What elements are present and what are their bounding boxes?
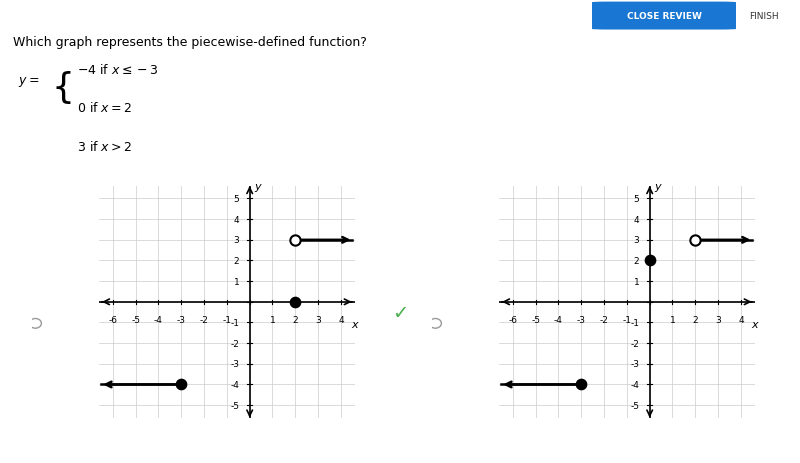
- Text: y: y: [254, 181, 262, 192]
- Point: [289, 237, 302, 244]
- Text: $-4\ \mathrm{if}\ x\leq-3$: $-4\ \mathrm{if}\ x\leq-3$: [77, 63, 158, 77]
- Text: 3: 3: [234, 236, 239, 245]
- Text: 3: 3: [315, 316, 321, 325]
- Point: [575, 381, 588, 388]
- Text: CLOSE REVIEW: CLOSE REVIEW: [626, 12, 702, 21]
- Text: 4: 4: [338, 316, 344, 325]
- Text: ✓: ✓: [392, 303, 408, 322]
- Text: -5: -5: [531, 316, 540, 325]
- Text: x: x: [751, 319, 758, 330]
- Text: -6: -6: [108, 316, 118, 325]
- Text: 2: 2: [234, 257, 239, 265]
- Text: 2: 2: [293, 316, 298, 325]
- Text: 3: 3: [715, 316, 721, 325]
- Text: -2: -2: [200, 316, 209, 325]
- Text: 5: 5: [634, 194, 639, 204]
- Point: [643, 257, 656, 265]
- Text: 1: 1: [670, 316, 675, 325]
- Text: 4: 4: [634, 215, 639, 224]
- Text: 1: 1: [634, 277, 639, 286]
- Point: [689, 237, 702, 244]
- Text: FINISH: FINISH: [749, 12, 779, 21]
- Text: -4: -4: [554, 316, 563, 325]
- Point: [175, 381, 188, 388]
- Text: -3: -3: [577, 316, 586, 325]
- Text: 1: 1: [234, 277, 239, 286]
- Text: -1: -1: [230, 318, 239, 327]
- Text: y: y: [654, 181, 662, 192]
- Text: -1: -1: [630, 318, 639, 327]
- Text: -4: -4: [230, 380, 239, 389]
- Text: x: x: [351, 319, 358, 330]
- Text: $\{$: $\{$: [50, 69, 71, 106]
- Text: -5: -5: [230, 401, 239, 410]
- Text: $0\ \mathrm{if}\ x=2$: $0\ \mathrm{if}\ x=2$: [77, 101, 132, 115]
- Text: -1: -1: [222, 316, 231, 325]
- Text: 4: 4: [738, 316, 744, 325]
- Text: -4: -4: [154, 316, 163, 325]
- Text: 1: 1: [270, 316, 275, 325]
- FancyBboxPatch shape: [592, 3, 736, 31]
- Text: 2: 2: [693, 316, 698, 325]
- Text: -6: -6: [508, 316, 518, 325]
- Text: $3\ \mathrm{if}\ x>2$: $3\ \mathrm{if}\ x>2$: [77, 139, 132, 153]
- Text: 5: 5: [234, 194, 239, 204]
- Text: 4: 4: [234, 215, 239, 224]
- Text: -4: -4: [630, 380, 639, 389]
- Text: -2: -2: [600, 316, 609, 325]
- Text: 3: 3: [634, 236, 639, 245]
- Text: -2: -2: [630, 339, 639, 348]
- Text: 2: 2: [634, 257, 639, 265]
- Text: Which graph represents the piecewise-defined function?: Which graph represents the piecewise-def…: [13, 36, 367, 49]
- Text: -2: -2: [230, 339, 239, 348]
- Point: [289, 299, 302, 306]
- Text: -3: -3: [177, 316, 186, 325]
- Text: -3: -3: [230, 360, 239, 369]
- Text: -1: -1: [622, 316, 631, 325]
- Text: -3: -3: [630, 360, 639, 369]
- Text: $y=$: $y=$: [18, 75, 39, 89]
- Text: -5: -5: [630, 401, 639, 410]
- Text: -5: -5: [131, 316, 140, 325]
